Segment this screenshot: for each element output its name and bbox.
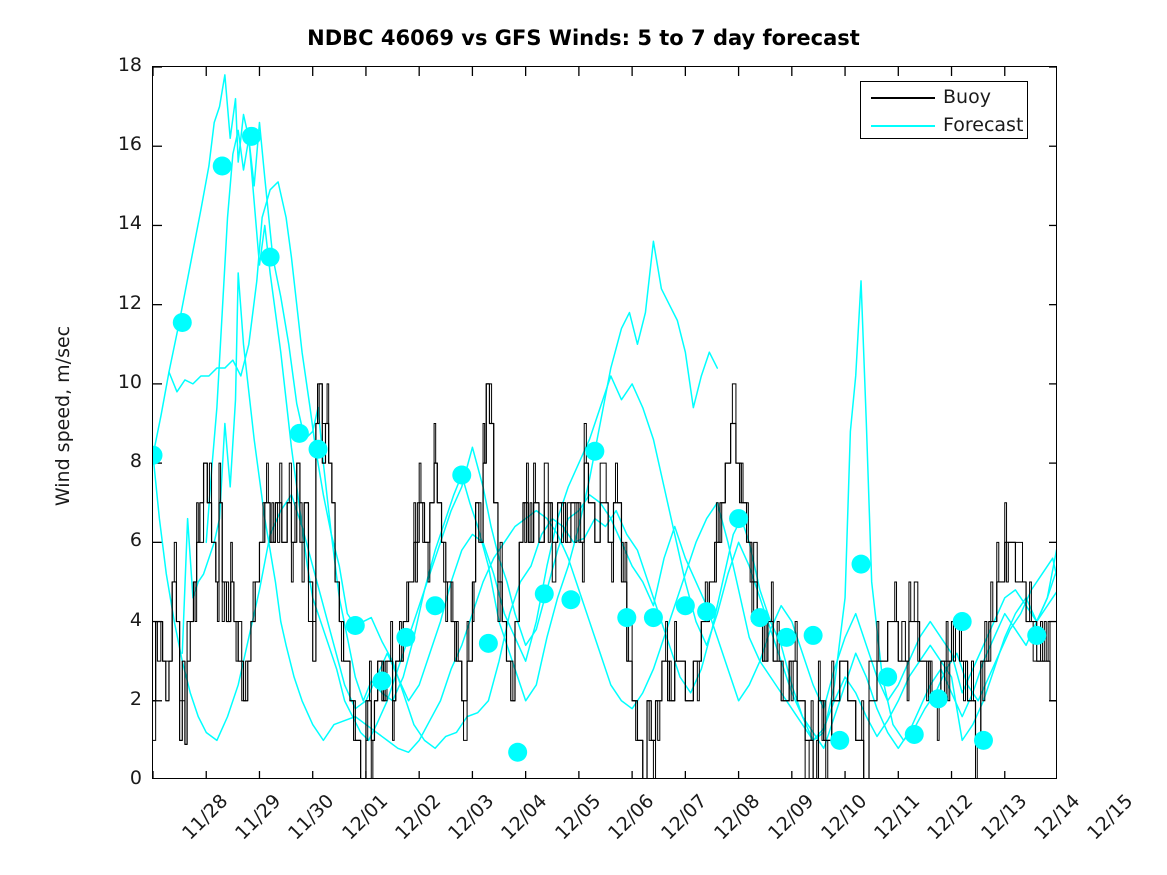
y-tick-label: 0 [129,767,142,789]
x-tick-label: 12/08 [710,790,765,845]
y-tick-label: 6 [129,529,142,552]
x-tick-label: 12/09 [763,790,818,845]
forecast-marker-dot [534,584,554,604]
forecast-marker-dot [973,730,993,750]
y-tick-label: 12 [117,291,142,314]
forecast-marker-dot [508,742,528,762]
chart-legend: Buoy Forecast [860,81,1028,139]
forecast-marker-dot [617,608,637,628]
y-axis-tick-labels: 0 2 4 6 8 10 12 14 16 18 [96,0,142,875]
forecast-marker-dot [830,730,850,750]
forecast-marker-dot [952,612,972,632]
legend-item-buoy[interactable]: Buoy [861,83,1029,112]
x-tick-label: 12/13 [976,790,1031,845]
forecast-marker-dot [643,608,663,628]
forecast-marker-dot [675,596,695,616]
y-tick-label: 4 [129,608,142,631]
forecast-lines [153,74,1056,754]
forecast-marker-dot [585,441,605,461]
x-tick-label: 12/06 [603,790,659,845]
forecast-marker-dot [396,627,416,647]
x-tick-label: 11/28 [178,790,233,845]
forecast-marker-dot [478,633,498,653]
forecast-marker-dot [851,554,871,574]
forecast-series [153,74,719,702]
forecast-marker-dot [345,616,365,636]
forecast-marker-dots [153,126,1047,762]
y-tick-label: 18 [117,54,142,76]
y-axis-label: Wind speed, m/sec [52,325,74,507]
y-tick-label: 8 [129,450,142,473]
forecast-marker-dot [904,724,924,744]
legend-label: Buoy [943,86,991,108]
x-tick-label: 12/01 [337,790,393,845]
buoy-line [153,383,1056,778]
plot-canvas [153,67,1056,778]
forecast-marker-dot [289,423,309,443]
x-axis-tick-labels: 11/28 11/29 11/30 12/01 12/02 12/03 12/04 12/05… [0,790,1167,875]
legend-item-forecast[interactable]: Forecast [861,111,1029,140]
x-tick-label: 12/15 [1083,790,1138,845]
plot-area [152,66,1057,779]
forecast-marker-dot [777,627,796,647]
forecast-marker-dot [425,596,445,616]
forecast-marker-dot [729,509,749,529]
y-tick-label: 16 [117,133,142,156]
x-tick-label: 12/14 [1029,790,1085,845]
forecast-marker-dot [750,608,770,628]
buoy-series [153,383,1056,778]
forecast-marker-dot [561,590,581,610]
legend-swatch-forecast [871,125,935,127]
x-tick-label: 12/05 [550,790,605,845]
forecast-marker-dot [697,602,717,622]
forecast-series [153,375,1056,750]
forecast-marker-dot [452,465,472,485]
forecast-series [168,181,1056,750]
forecast-marker-dot [928,689,948,709]
x-tick-label: 11/30 [284,790,339,845]
forecast-marker-dot [372,671,392,691]
forecast-marker-dot [260,247,280,267]
x-tick-label: 12/02 [390,790,446,845]
x-tick-label: 12/03 [444,790,499,845]
x-tick-label: 12/10 [816,790,872,845]
legend-swatch-buoy [871,97,935,99]
forecast-marker-dot [153,445,163,465]
forecast-marker-dot [212,156,232,176]
forecast-marker-dot [241,126,261,146]
y-tick-label: 2 [129,687,142,710]
x-tick-label: 11/29 [231,790,286,845]
forecast-marker-dot [172,312,192,332]
x-tick-label: 12/07 [657,790,712,845]
forecast-series [181,272,1056,754]
forecast-marker-dot [803,625,823,645]
legend-label: Forecast [943,114,1024,136]
chart-title: NDBC 46069 vs GFS Winds: 5 to 7 day fore… [307,26,860,50]
forecast-series [205,129,1056,742]
x-tick-label: 12/04 [497,790,552,845]
buoy-series-detail [153,383,1056,778]
forecast-marker-dot [308,439,328,459]
forecast-marker-dot [878,667,898,687]
forecast-marker-dot [1027,625,1047,645]
x-tick-label: 12/11 [870,790,925,845]
x-tick-label: 12/12 [923,790,978,845]
y-tick-label: 10 [117,370,142,393]
y-tick-label: 14 [117,212,142,235]
